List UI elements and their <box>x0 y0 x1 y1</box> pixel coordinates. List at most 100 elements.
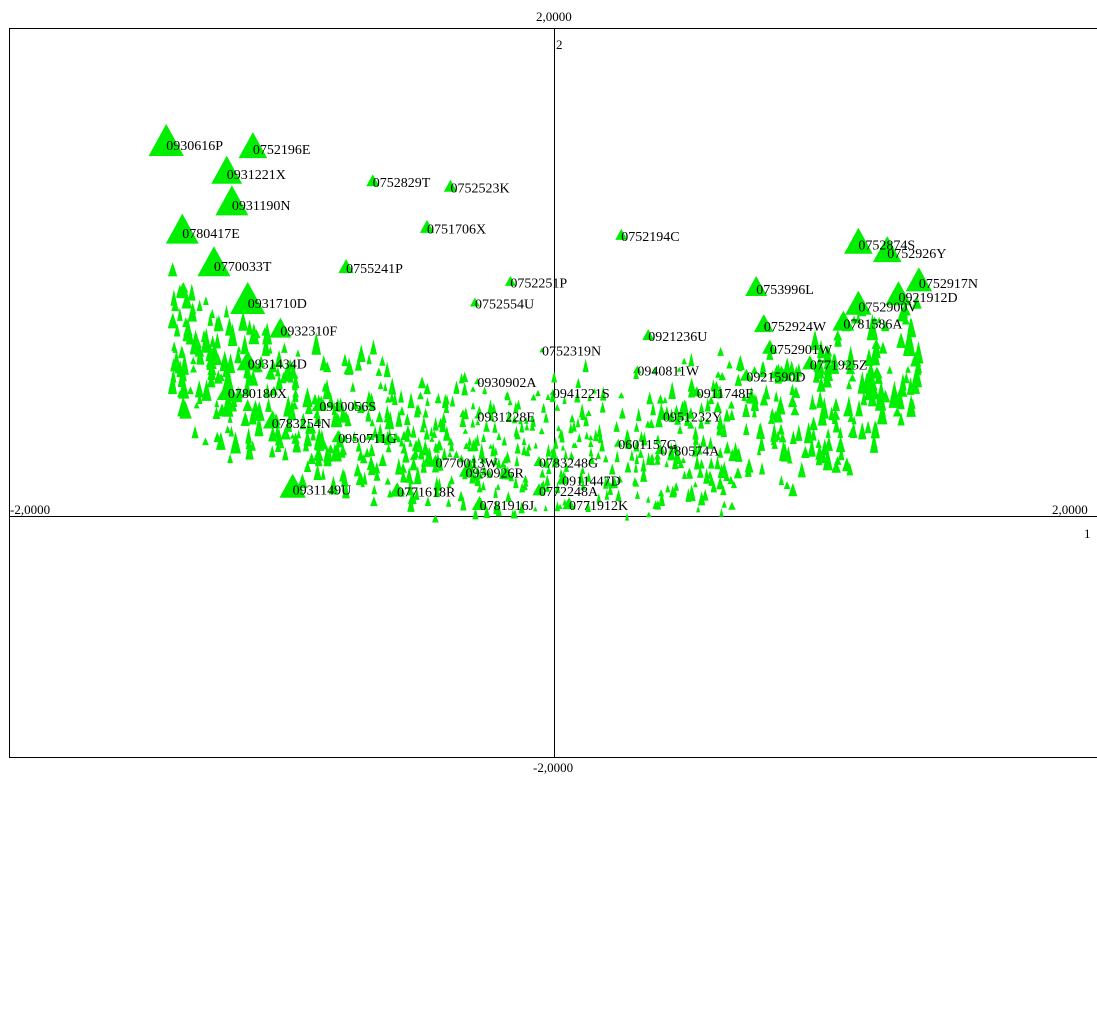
data-point <box>257 355 266 368</box>
data-point <box>445 498 452 507</box>
data-point <box>823 356 833 370</box>
data-point <box>191 332 201 349</box>
data-point <box>305 401 313 415</box>
data-point <box>234 347 242 364</box>
data-point <box>723 408 731 422</box>
data-point <box>470 386 476 392</box>
data-point <box>753 314 774 333</box>
data-point <box>313 446 324 461</box>
data-point <box>860 391 868 406</box>
data-point <box>274 424 281 439</box>
data-point <box>733 467 743 479</box>
data-point <box>641 431 648 446</box>
data-point <box>211 155 243 184</box>
data-point <box>470 418 476 428</box>
data-point <box>791 386 801 398</box>
data-point <box>493 486 498 498</box>
data-point <box>366 174 380 187</box>
data-point <box>482 386 488 395</box>
data-point <box>223 304 230 318</box>
data-point <box>789 430 797 445</box>
data-point <box>615 489 622 502</box>
data-point <box>713 380 720 389</box>
data-point <box>899 303 911 316</box>
data-point <box>285 415 293 432</box>
data-point <box>708 457 715 469</box>
data-point <box>202 437 209 446</box>
point-label: 0752926Y <box>887 247 946 262</box>
data-point <box>815 438 822 448</box>
data-point <box>551 371 558 383</box>
data-point <box>734 448 741 456</box>
point-label: 0950926R <box>465 467 524 482</box>
point-label: 0780180X <box>228 387 287 402</box>
data-point <box>280 426 291 440</box>
data-point <box>404 424 412 437</box>
data-point <box>603 477 609 489</box>
data-point <box>190 364 197 373</box>
data-point <box>858 421 867 440</box>
data-point <box>698 458 705 469</box>
data-point <box>365 408 372 422</box>
data-point <box>378 453 387 466</box>
data-point <box>569 414 576 423</box>
point-label: 0911748F <box>697 387 753 402</box>
data-point <box>524 480 529 487</box>
data-point <box>291 381 298 391</box>
data-point <box>845 345 856 368</box>
data-point <box>751 406 757 418</box>
data-point <box>398 406 406 416</box>
data-point <box>315 427 323 444</box>
data-point <box>467 458 475 473</box>
data-point <box>224 425 231 434</box>
data-point <box>368 443 376 457</box>
data-point <box>384 430 392 445</box>
data-point <box>321 382 328 392</box>
data-point <box>568 451 574 460</box>
data-point <box>320 467 326 480</box>
data-point <box>213 431 222 443</box>
data-point <box>692 425 699 440</box>
point-label: 0752900V <box>858 300 917 315</box>
data-point <box>673 404 680 416</box>
data-point <box>334 397 342 411</box>
data-point <box>274 366 281 377</box>
data-point <box>681 357 687 365</box>
data-point <box>580 480 586 490</box>
data-point <box>879 410 887 424</box>
data-point <box>514 442 521 454</box>
point-label: 0931710D <box>248 297 307 312</box>
data-point <box>871 366 883 379</box>
data-point <box>436 438 443 450</box>
data-point <box>519 482 526 493</box>
data-point <box>407 496 415 512</box>
data-point <box>673 481 680 491</box>
data-point <box>414 446 421 453</box>
data-point <box>310 429 316 441</box>
data-point <box>442 425 451 441</box>
labeled-points <box>148 124 933 510</box>
data-point <box>302 387 313 408</box>
data-point <box>476 405 483 415</box>
data-point <box>274 441 282 453</box>
data-point <box>481 464 488 476</box>
data-point <box>593 428 599 442</box>
point-label: 0910056S <box>319 400 376 415</box>
data-point <box>611 479 619 489</box>
data-point <box>691 441 699 457</box>
data-point <box>300 412 306 423</box>
data-point <box>723 470 730 481</box>
data-point <box>654 453 661 465</box>
data-point <box>315 440 325 451</box>
data-point <box>458 454 465 463</box>
data-point <box>215 185 249 216</box>
data-point <box>822 371 832 388</box>
data-point <box>474 412 481 419</box>
data-point <box>897 412 905 426</box>
data-point <box>562 497 576 510</box>
data-point <box>474 466 481 475</box>
data-point <box>347 363 354 374</box>
data-point <box>415 404 422 415</box>
data-point <box>573 442 578 449</box>
data-point <box>168 371 178 395</box>
